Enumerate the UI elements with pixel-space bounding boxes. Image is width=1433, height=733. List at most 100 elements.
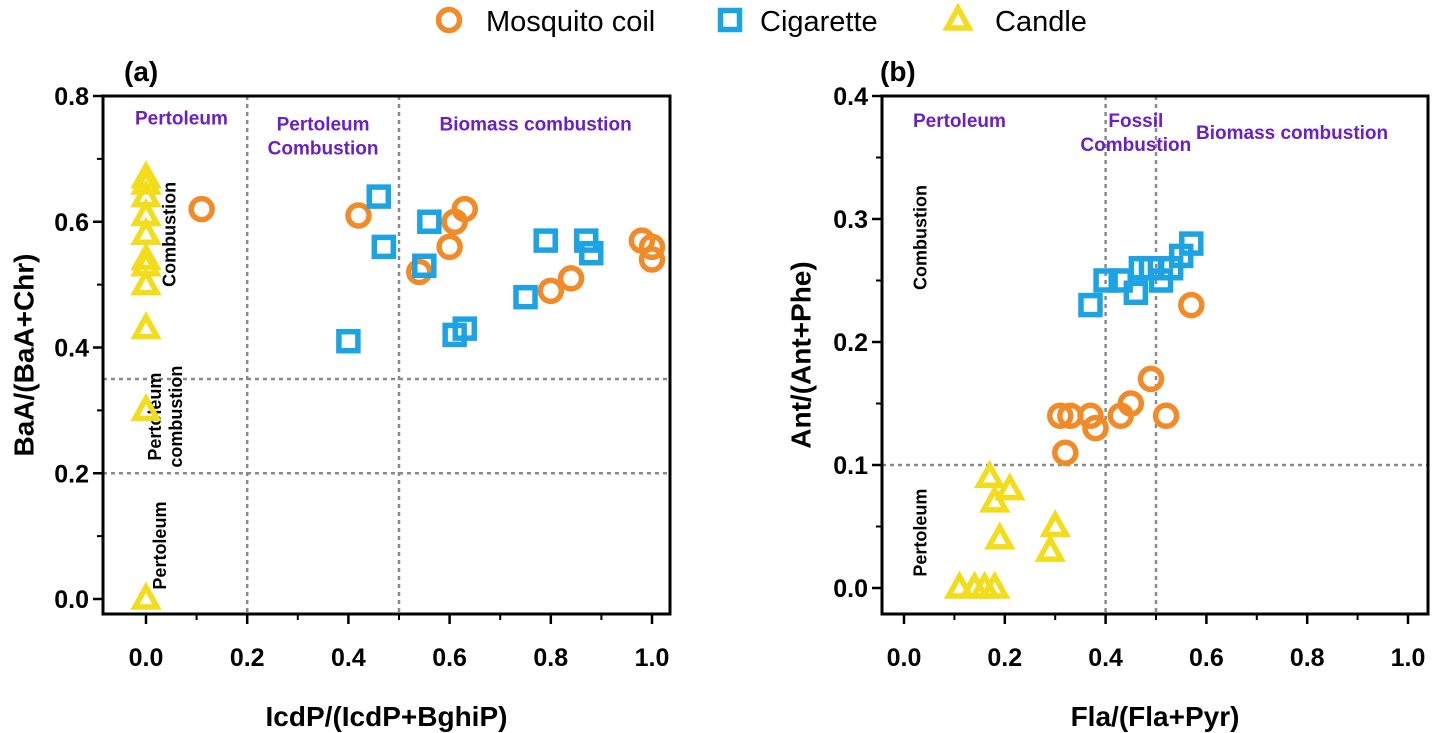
panel-label: (a): [124, 56, 158, 87]
data-point-candle: [943, 570, 976, 599]
region-label-fossil-combustion: Fossil Combustion: [1080, 111, 1191, 156]
side-label-pertoleum: Pertoleum: [911, 489, 931, 577]
side-label-line: combustion: [166, 366, 186, 468]
data-point-cigarette: [1179, 231, 1204, 256]
y-tick-label: 0.2: [54, 460, 89, 488]
data-point-candle: [130, 392, 162, 422]
data-point-mosquito-coil: [436, 233, 463, 261]
x-tick-label: 0.0: [129, 644, 164, 672]
data-point-candle: [130, 166, 162, 195]
data-point-cigarette: [1123, 280, 1149, 306]
x-tick-label: 0.8: [1290, 644, 1325, 672]
x-tick-label: 0.6: [432, 644, 467, 672]
series-mosquito-coil: [188, 195, 666, 305]
y-axis-label: BaA/(BaA+Chr): [8, 253, 39, 456]
region-label-pertoleum: Pertoleum: [135, 108, 228, 129]
plot-frame: [101, 94, 672, 616]
y-tick-label: 0.1: [833, 452, 868, 480]
side-labels: Combustion Pertoleum: [911, 185, 931, 577]
side-label-line: Pertoleum: [150, 502, 170, 590]
legend: Mosquito coil Cigarette Candle: [435, 2, 1087, 38]
x-tick-label: 0.0: [887, 644, 922, 672]
legend-item-cigarette: Cigarette: [717, 6, 878, 38]
x-tick-label: 1.0: [635, 644, 670, 672]
data-point-candle: [1034, 533, 1066, 562]
data-point-mosquito-coil: [188, 195, 215, 223]
data-point-mosquito-coil: [1117, 390, 1145, 417]
side-label-line: Combustion: [911, 185, 931, 290]
region-labels: Pertoleum Pertoleum Combustion Biomass comb…: [135, 108, 632, 159]
x-tick-label: 0.6: [1189, 644, 1224, 672]
x-axis-label: IcdP/(IcdP+BghiP): [266, 701, 508, 732]
region-label-line: Pertoleum: [277, 115, 370, 136]
panel-label: (b): [880, 56, 916, 87]
y-axis: 0.0 0.2 0.4 0.6 0.8: [54, 83, 103, 614]
x-tick-label: 0.2: [230, 644, 265, 672]
legend-label: Cigarette: [760, 6, 878, 38]
side-label-combustion: Combustion: [911, 185, 931, 290]
data-point-candle: [130, 581, 162, 610]
data-point-mosquito-coil: [557, 265, 585, 292]
y-tick-label: 0.8: [54, 83, 89, 111]
data-point-mosquito-coil: [638, 233, 666, 261]
x-tick-label: 1.0: [1391, 644, 1426, 672]
data-point-candle: [994, 472, 1026, 501]
x-axis: 0.0 0.2 0.4 0.6 0.8 1.0: [887, 614, 1426, 672]
y-tick-label: 0.2: [833, 329, 868, 357]
data-point-cigarette: [513, 284, 538, 310]
series-cigarette: [336, 184, 604, 354]
data-point-mosquito-coil: [1178, 291, 1205, 319]
y-tick-label: 0.0: [54, 586, 89, 614]
data-point-candle: [130, 311, 162, 340]
y-axis: 0.0 0.1 0.2 0.3 0.4: [833, 83, 882, 603]
region-label-pertoleum: Pertoleum: [913, 111, 1006, 132]
series-candle: [130, 160, 162, 610]
y-tick-label: 0.4: [833, 83, 868, 111]
panel-b: 0.0 0.2 0.4 0.6 0.8 1.0 0.0 0.1 0.2 0.3 0.4 Fla/(Fl…: [785, 56, 1430, 732]
data-point-cigarette: [573, 228, 599, 253]
y-tick-label: 0.6: [54, 209, 89, 237]
data-point-mosquito-coil: [451, 195, 479, 223]
region-label-biomass-combustion: Biomass combustion: [1196, 123, 1388, 144]
data-point-cigarette: [452, 316, 478, 341]
data-point-mosquito-coil: [1152, 402, 1180, 430]
data-point-mosquito-coil: [1137, 365, 1165, 393]
region-label-line: Fossil: [1108, 111, 1163, 132]
region-label-line: Biomass combustion: [1196, 123, 1388, 144]
data-point-cigarette: [336, 328, 361, 354]
data-point-mosquito-coil: [1077, 402, 1104, 430]
x-axis: 0.0 0.2 0.4 0.6 0.8 1.0: [129, 614, 670, 672]
data-point-cigarette: [1108, 268, 1133, 293]
guide-lines: [103, 96, 670, 614]
data-point-mosquito-coil: [1082, 414, 1109, 442]
series-mosquito-coil: [1046, 291, 1205, 466]
region-label-line: Pertoleum: [913, 111, 1006, 132]
legend-marker-circle: [435, 6, 463, 34]
data-point-mosquito-coil: [1052, 439, 1079, 466]
side-label-pertoleum: Pertoleum: [150, 502, 170, 590]
guide-lines: [882, 96, 1428, 614]
data-point-cigarette: [366, 184, 392, 209]
series-candle: [943, 459, 1071, 599]
x-tick-label: 0.8: [533, 644, 568, 672]
legend-marker-square: [717, 7, 743, 33]
data-point-candle: [984, 521, 1016, 550]
region-label-line: Combustion: [1080, 135, 1191, 156]
data-point-cigarette: [371, 234, 397, 260]
data-point-mosquito-coil: [1046, 402, 1074, 430]
legend-item-mosquito-coil: Mosquito coil: [435, 6, 655, 38]
data-point-cigarette: [579, 240, 604, 266]
side-label-line: Pertoleum: [911, 489, 931, 577]
region-label-biomass-combustion: Biomass combustion: [440, 115, 632, 136]
side-label-line: Combustion: [159, 182, 179, 287]
y-tick-label: 0.3: [833, 206, 868, 234]
legend-item-candle: Candle: [942, 2, 1087, 38]
data-point-mosquito-coil: [537, 277, 565, 305]
data-point-mosquito-coil: [638, 246, 666, 273]
legend-label: Mosquito coil: [486, 6, 655, 38]
x-axis-label: Fla/(Fla+Pyr): [1071, 701, 1240, 732]
y-tick-label: 0.4: [54, 335, 89, 363]
data-point-cigarette: [417, 209, 442, 234]
